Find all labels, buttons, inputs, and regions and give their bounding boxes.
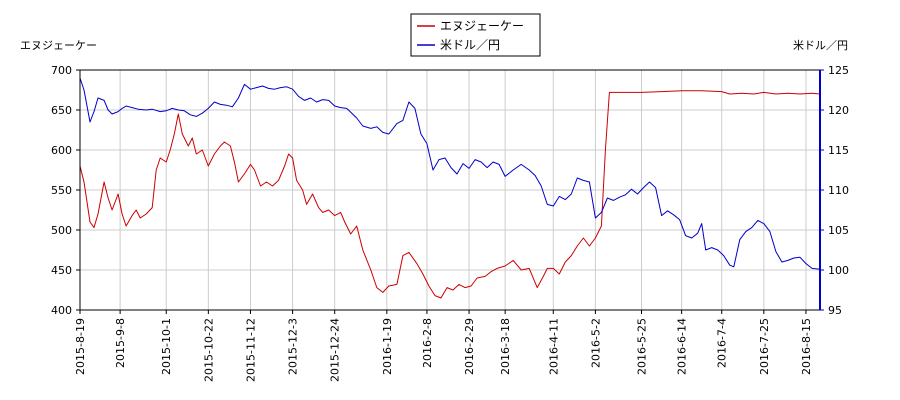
left-tick-label: 500 [51, 224, 72, 237]
series-line-usdjpy [79, 77, 821, 270]
left-tick-label: 550 [51, 184, 72, 197]
x-tick-label: 2016-2-8 [421, 318, 434, 368]
right-tick-label: 110 [828, 184, 849, 197]
right-tick-label: 100 [828, 264, 849, 277]
x-tick-label: 2016-6-14 [676, 318, 689, 375]
x-tick-label: 2016-5-2 [589, 318, 602, 368]
left-tick-label: 700 [51, 64, 72, 77]
right-tick-label: 95 [828, 304, 842, 317]
right-axis-ticks: 95 100 105 110 115 120 125 [819, 64, 849, 317]
x-tick-label: 2016-7-25 [758, 318, 771, 375]
x-tick-label: 2016-2-29 [463, 318, 476, 375]
legend-box [410, 13, 541, 57]
right-tick-label: 115 [828, 144, 849, 157]
x-tick-label: 2016-1-19 [381, 318, 394, 375]
right-axis-title: 米ドル／円 [793, 39, 848, 52]
x-tick-label: 2015-10-1 [160, 318, 173, 375]
x-tick-label: 2015-11-12 [244, 318, 257, 382]
left-tick-label: 450 [51, 264, 72, 277]
x-tick-label: 2016-8-15 [800, 318, 813, 375]
x-tick-label: 2016-5-25 [636, 318, 649, 375]
x-tick-label: 2015-8-19 [74, 318, 87, 375]
right-tick-label: 105 [828, 224, 849, 237]
legend: エヌジェーケー 米ドル／円 [410, 13, 541, 57]
legend-label-usdjpy: 米ドル／円 [440, 38, 500, 52]
left-axis-title: エヌジェーケー [20, 39, 97, 52]
series-layer [79, 77, 821, 299]
left-tick-label: 400 [51, 304, 72, 317]
x-tick-label: 2016-3-18 [499, 318, 512, 375]
right-tick-label: 125 [828, 64, 849, 77]
x-tick-label: 2016-7-4 [716, 318, 729, 368]
x-tick-label: 2015-12-24 [329, 318, 342, 382]
x-axis-ticks: 2015-8-19 2015-9-8 2015-10-1 2015-10-22 2015… [74, 310, 813, 382]
x-tick-label: 2015-10-22 [202, 318, 215, 382]
x-tick-label: 2015-12-3 [287, 318, 300, 375]
legend-label-njk: エヌジェーケー [440, 19, 524, 33]
left-tick-label: 650 [51, 104, 72, 117]
x-tick-label: 2016-4-11 [547, 318, 560, 375]
left-axis-ticks: 400 450 500 550 600 650 700 [51, 64, 80, 317]
x-tick-label: 2015-9-8 [114, 318, 127, 368]
right-tick-label: 120 [828, 104, 849, 117]
left-tick-label: 600 [51, 144, 72, 157]
series-line-njk [79, 90, 821, 299]
